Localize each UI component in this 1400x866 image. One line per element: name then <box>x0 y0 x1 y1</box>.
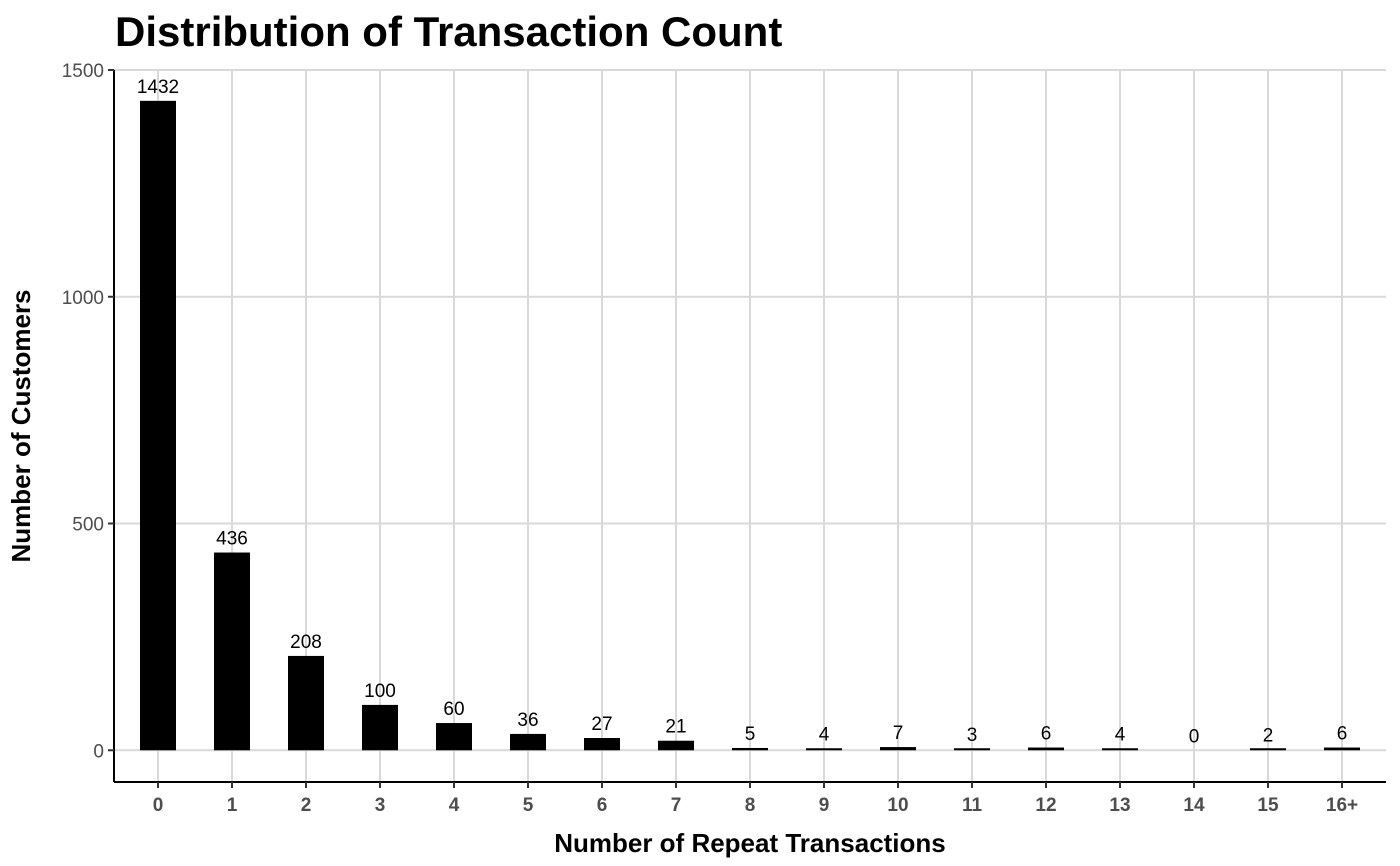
x-tick-label: 14 <box>1183 795 1205 816</box>
bar <box>288 655 324 751</box>
x-tick-label: 10 <box>887 795 908 816</box>
x-tick-label: 6 <box>597 795 608 816</box>
bar-value-label: 6 <box>1337 724 1348 745</box>
bar-value-label: 7 <box>893 723 904 744</box>
bar-value-label: 4 <box>1115 724 1126 745</box>
bar-value-label: 3 <box>967 725 978 746</box>
bar-value-label: 2 <box>1263 725 1274 746</box>
bar <box>658 740 694 751</box>
bar <box>362 704 398 751</box>
x-tick-layer: 0 1 2 3 4 5 6 7 8 9 10 11 12 13 14 15 16+ <box>153 782 1358 816</box>
x-tick-label: 3 <box>375 795 386 816</box>
bar-value-label: 27 <box>591 714 612 735</box>
bar-value-label: 21 <box>665 717 686 738</box>
bar <box>880 747 916 751</box>
x-tick-label: 0 <box>153 795 164 816</box>
bar-value-label: 60 <box>443 699 464 720</box>
x-tick-label: 7 <box>671 795 682 816</box>
bar <box>214 552 250 751</box>
chart-title: Distribution of Transaction Count <box>115 8 782 55</box>
x-tick-label: 11 <box>962 795 983 816</box>
x-tick-label: 13 <box>1109 795 1130 816</box>
bar-value-label: 1432 <box>137 77 179 98</box>
bar-value-label: 100 <box>364 681 396 702</box>
x-tick-label: 12 <box>1035 795 1056 816</box>
bar-value-label: 208 <box>290 632 322 653</box>
bar <box>510 733 546 751</box>
bar-value-label: 0 <box>1189 726 1200 747</box>
bar-value-label: 36 <box>517 710 538 731</box>
x-axis-title: Number of Repeat Transactions <box>554 828 946 858</box>
x-tick-label: 16+ <box>1326 795 1358 816</box>
bar <box>732 747 768 751</box>
bar-layer <box>140 100 1360 751</box>
bar <box>436 723 472 751</box>
bar <box>140 100 176 751</box>
bar <box>1250 748 1286 751</box>
bar <box>1102 748 1138 751</box>
bar <box>954 748 990 751</box>
bar-value-label: 4 <box>819 724 830 745</box>
x-tick-label: 1 <box>227 795 238 816</box>
x-tick-label: 2 <box>301 795 312 816</box>
bar-value-label: 6 <box>1041 724 1052 745</box>
bar-value-label: 5 <box>745 724 756 745</box>
y-tick-layer: 0 500 1000 1500 <box>62 61 114 762</box>
x-tick-label: 8 <box>745 795 756 816</box>
bar <box>1324 747 1360 751</box>
x-tick-label: 15 <box>1257 795 1279 816</box>
y-tick-label: 1000 <box>62 288 104 309</box>
grid-layer <box>114 69 1386 782</box>
bar-value-label: 436 <box>216 529 248 550</box>
y-tick-label: 500 <box>72 515 104 536</box>
bar <box>806 748 842 751</box>
x-tick-label: 9 <box>819 795 830 816</box>
bar <box>1028 747 1064 751</box>
y-tick-label: 0 <box>93 741 104 762</box>
y-axis-title: Number of Customers <box>6 289 36 562</box>
y-tick-label: 1500 <box>62 61 104 82</box>
bar <box>584 738 620 751</box>
x-tick-label: 4 <box>449 795 460 816</box>
x-tick-label: 5 <box>523 795 534 816</box>
